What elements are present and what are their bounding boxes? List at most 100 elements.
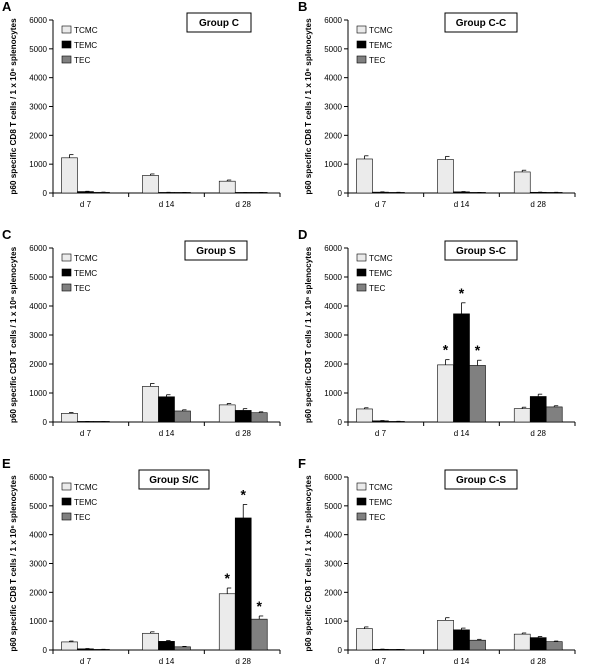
- bar-tcmc: [437, 159, 454, 194]
- x-tick-label: d 14: [454, 429, 470, 438]
- y-tick-label: 3000: [29, 331, 47, 340]
- panel-letter: F: [298, 456, 306, 471]
- y-tick-label: 2000: [29, 131, 47, 140]
- bar-temc: [234, 410, 252, 423]
- legend-swatch-temc: [356, 497, 367, 506]
- bar-tcmc: [513, 633, 531, 651]
- y-tick-label: 3000: [324, 103, 342, 112]
- y-tick-label: 1000: [29, 389, 47, 398]
- title-box: [138, 469, 210, 490]
- bar-tcmc: [513, 408, 531, 423]
- bar-temc: [453, 191, 470, 194]
- significance-asterisk: *: [224, 570, 230, 586]
- panel-title: Group C-C: [456, 18, 507, 29]
- y-tick-label: 6000: [29, 473, 47, 482]
- bar-tcmc: [142, 386, 159, 423]
- x-tick-label: d 7: [375, 429, 387, 438]
- x-tick-label: d 28: [530, 429, 546, 438]
- bar-tcmc: [218, 593, 236, 651]
- title-box: [444, 12, 518, 33]
- legend-label-tec: TEC: [74, 56, 90, 65]
- bar-tcmc: [218, 180, 236, 194]
- bar-tec: [174, 646, 191, 651]
- legend-swatch-tec: [61, 512, 72, 521]
- x-tick-label: d 14: [159, 657, 175, 666]
- significance-asterisk: *: [475, 342, 481, 358]
- legend-swatch-tcmc: [61, 253, 72, 262]
- legend-label-tec: TEC: [369, 513, 385, 522]
- y-tick-label: 2000: [29, 588, 47, 597]
- title-box: [444, 240, 518, 261]
- x-tick-label: d 7: [80, 657, 92, 666]
- panel-title: Group C: [199, 18, 239, 29]
- x-tick-label: d 7: [80, 200, 92, 209]
- bar-tec: [469, 365, 486, 423]
- x-tick-label: d 28: [530, 657, 546, 666]
- bar-temc: [77, 191, 94, 194]
- title-box: [444, 469, 518, 490]
- significance-asterisk: *: [256, 598, 262, 614]
- title-box: [186, 12, 252, 33]
- legend-swatch-temc: [356, 268, 367, 277]
- significance-asterisk: *: [240, 486, 246, 502]
- y-tick-label: 5000: [29, 45, 47, 54]
- significance-asterisk: *: [459, 285, 465, 301]
- bar-tcmc: [61, 641, 78, 651]
- bar-tec: [545, 406, 563, 423]
- y-tick-label: 4000: [324, 74, 342, 83]
- y-axis-label: p60 specific CD8 T cells / 1 x 10⁶ splen…: [304, 18, 313, 195]
- legend-swatch-temc: [61, 497, 72, 506]
- bar-tcmc: [61, 412, 78, 423]
- panel-letter: D: [298, 227, 307, 242]
- x-tick-label: d 7: [80, 429, 92, 438]
- y-tick-label: 2000: [324, 131, 342, 140]
- y-tick-label: 6000: [324, 16, 342, 25]
- y-tick-label: 5000: [324, 45, 342, 54]
- panel-title: Group S/C: [149, 475, 198, 486]
- panel-title: Group S-C: [456, 246, 506, 257]
- legend-swatch-tcmc: [356, 25, 367, 34]
- panel-letter: B: [298, 0, 307, 14]
- y-tick-label: 0: [338, 418, 343, 427]
- y-tick-label: 0: [43, 418, 48, 427]
- legend-label-tec: TEC: [369, 56, 385, 65]
- legend-label-tcmc: TCMC: [369, 483, 393, 492]
- y-tick-label: 3000: [29, 560, 47, 569]
- panel-title: Group S: [196, 246, 236, 257]
- y-tick-label: 5000: [29, 273, 47, 282]
- bar-temc: [372, 191, 389, 194]
- legend-label-temc: TEMC: [369, 269, 392, 278]
- legend-swatch-temc: [61, 268, 72, 277]
- bar-tcmc: [356, 158, 373, 194]
- legend-label-tcmc: TCMC: [74, 483, 98, 492]
- significance-asterisk: *: [443, 342, 449, 358]
- y-tick-label: 3000: [324, 560, 342, 569]
- y-tick-label: 6000: [29, 16, 47, 25]
- bar-tcmc: [356, 408, 373, 423]
- y-tick-label: 3000: [29, 103, 47, 112]
- legend-label-tec: TEC: [369, 284, 385, 293]
- x-tick-label: d 28: [235, 429, 251, 438]
- y-tick-label: 1000: [324, 389, 342, 398]
- y-tick-label: 1000: [324, 617, 342, 626]
- bar-tcmc: [61, 157, 78, 194]
- y-tick-label: 2000: [324, 588, 342, 597]
- legend-swatch-temc: [61, 40, 72, 49]
- panel-letter: E: [2, 456, 11, 471]
- y-tick-label: 0: [43, 646, 48, 655]
- x-tick-label: d 28: [530, 200, 546, 209]
- y-tick-label: 4000: [29, 531, 47, 540]
- y-tick-label: 6000: [29, 244, 47, 253]
- legend-swatch-tcmc: [61, 482, 72, 491]
- y-tick-label: 1000: [29, 160, 47, 169]
- legend-label-temc: TEMC: [74, 498, 97, 507]
- legend-swatch-tec: [61, 55, 72, 64]
- legend-label-tcmc: TCMC: [369, 26, 393, 35]
- bar-tcmc: [218, 404, 236, 423]
- y-axis-label: p60 specific CD8 T cells / 1 x 10⁶ splen…: [304, 246, 313, 423]
- legend-label-tcmc: TCMC: [74, 254, 98, 263]
- bar-tec: [250, 618, 268, 651]
- bar-temc: [529, 637, 547, 651]
- x-tick-label: d 14: [454, 657, 470, 666]
